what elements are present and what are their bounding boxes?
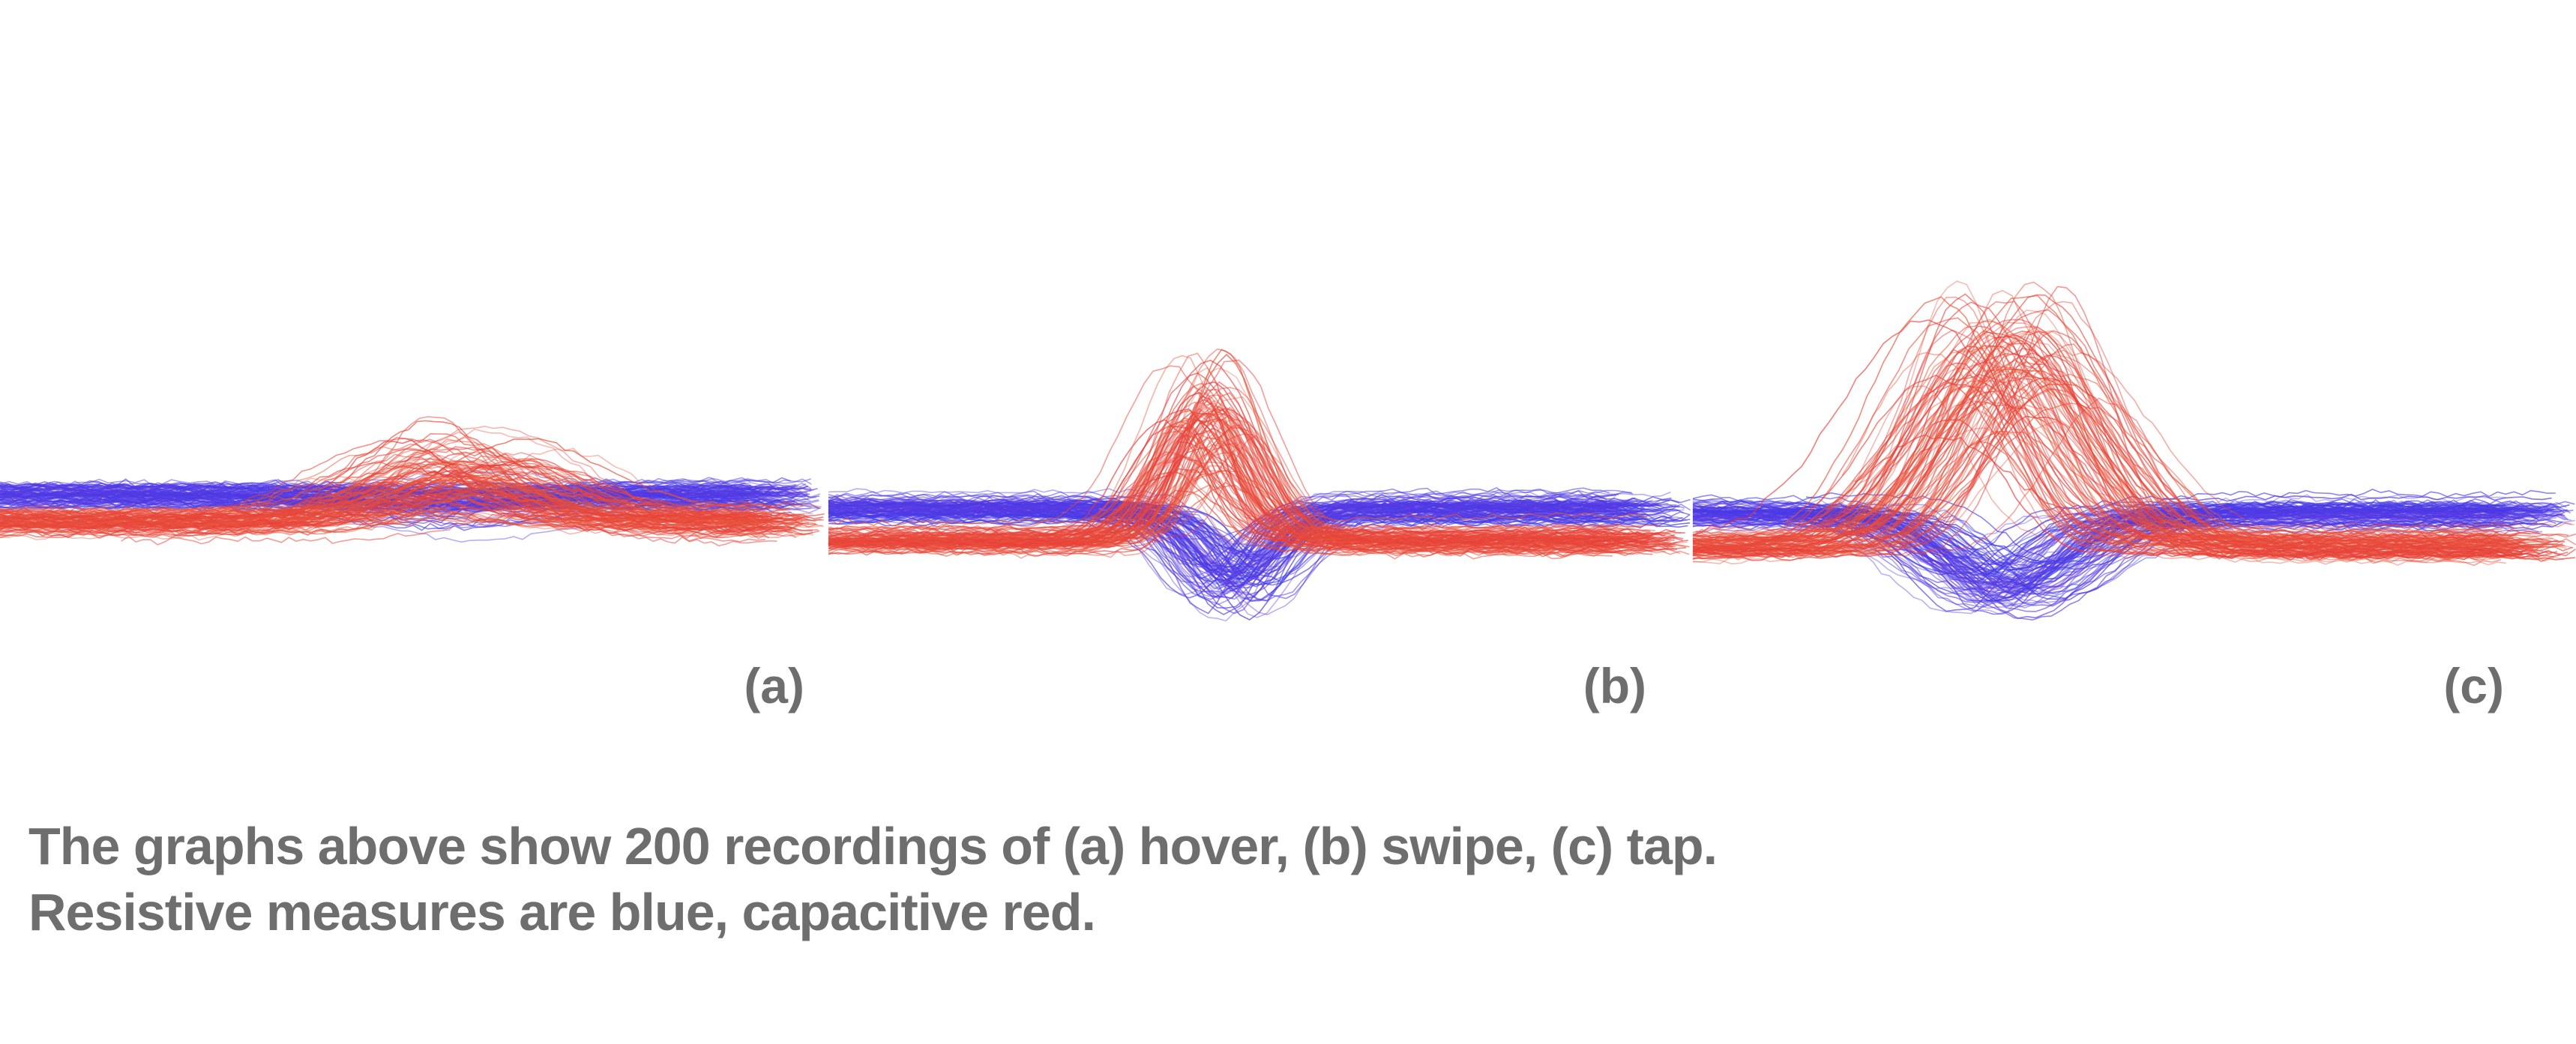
capacitive-trace xyxy=(870,405,1675,540)
capacitive-trace xyxy=(1692,325,2497,543)
capacitive-trace xyxy=(1692,326,2576,549)
capacitive-trace xyxy=(24,458,771,533)
capacitive-trace xyxy=(867,354,1613,546)
resistive-trace xyxy=(828,509,1619,581)
capacitive-trace xyxy=(1692,383,2521,544)
capacitive-trace xyxy=(1692,330,2519,561)
capacitive-trace xyxy=(828,391,1685,537)
figure-caption: The graphs above show 200 recordings of … xyxy=(28,813,1828,945)
resistive-trace xyxy=(1840,514,2572,615)
capacitive-trace xyxy=(121,510,777,547)
capacitive-trace xyxy=(1784,296,2527,543)
capacitive-trace xyxy=(12,431,816,525)
capacitive-trace xyxy=(858,409,1607,541)
capacitive-trace xyxy=(0,453,808,524)
capacitive-trace xyxy=(0,428,791,533)
capacitive-trace xyxy=(1692,375,2503,538)
capacitive-trace xyxy=(1692,420,2553,561)
capacitive-trace xyxy=(1692,374,2569,556)
resistive-trace xyxy=(846,507,1685,606)
capacitive-trace xyxy=(828,440,1653,538)
resistive-trace xyxy=(828,498,1659,588)
capacitive-trace xyxy=(828,420,1642,533)
capacitive-trace xyxy=(103,467,801,518)
resistive-trace xyxy=(1692,494,2517,576)
resistive-trace xyxy=(1854,505,2523,567)
resistive-trace xyxy=(828,516,1610,563)
resistive-trace xyxy=(1692,520,2552,585)
panel-hover: (a) xyxy=(0,416,825,713)
capacitive-trace xyxy=(912,489,1652,555)
capacitive-trace xyxy=(0,450,791,515)
resistive-trace xyxy=(828,501,1609,579)
capacitive-trace xyxy=(0,470,773,529)
capacitive-trace xyxy=(1692,286,2494,558)
resistive-trace xyxy=(828,507,1621,600)
panel-swipe: (b) xyxy=(828,348,1691,713)
capacitive-trace xyxy=(1692,402,2547,552)
resistive-trace xyxy=(828,486,1610,573)
capacitive-trace xyxy=(828,459,1664,545)
resistive-trace xyxy=(828,510,1691,568)
capacitive-trace xyxy=(828,359,1688,546)
capacitive-trace xyxy=(828,382,1648,527)
capacitive-trace xyxy=(828,419,1658,541)
capacitive-trace xyxy=(0,492,766,537)
capacitive-trace xyxy=(0,475,823,531)
resistive-trace xyxy=(1692,501,2558,565)
resistive-trace xyxy=(828,497,1625,568)
capacitive-trace xyxy=(1692,430,2544,544)
capacitive-trace xyxy=(0,511,819,534)
capacitive-trace xyxy=(828,435,1648,546)
capacitive-trace xyxy=(1692,349,2488,549)
capacitive-trace xyxy=(828,407,1646,551)
capacitive-trace xyxy=(0,462,765,528)
capacitive-trace xyxy=(1735,294,2511,546)
resistive-trace xyxy=(828,493,1617,576)
capacitive-trace xyxy=(828,465,1666,556)
resistive-trace xyxy=(0,486,763,527)
capacitive-trace xyxy=(986,435,1607,559)
capacitive-trace xyxy=(828,393,1616,540)
panel-label-a: (a) xyxy=(744,658,804,713)
capacitive-trace xyxy=(0,480,756,520)
caption-line-2: Resistive measures are blue, capacitive … xyxy=(28,883,1096,941)
capacitive-trace xyxy=(0,471,766,543)
capacitive-trace xyxy=(0,493,770,539)
capacitive-trace xyxy=(1692,334,2576,557)
capacitive-trace xyxy=(0,483,796,538)
resistive-trace xyxy=(828,495,1672,586)
resistive-trace xyxy=(1692,507,2555,594)
panel-hover-traces xyxy=(0,416,825,547)
capacitive-trace xyxy=(7,458,800,528)
capacitive-trace xyxy=(1692,345,2488,537)
capacitive-trace xyxy=(828,348,1607,548)
capacitive-trace xyxy=(989,359,1649,546)
panel-swipe-traces xyxy=(828,348,1691,622)
capacitive-trace xyxy=(828,409,1669,546)
capacitive-trace xyxy=(1692,334,2545,559)
capacitive-trace xyxy=(1692,377,2518,534)
capacitive-trace xyxy=(900,406,1661,536)
resistive-trace xyxy=(1692,515,2516,588)
panel-tap-traces xyxy=(1692,280,2576,621)
panel-tap: (c) xyxy=(1692,280,2576,713)
resistive-trace xyxy=(828,508,1643,599)
panel-label-b: (b) xyxy=(1583,658,1646,713)
capacitive-trace xyxy=(828,453,1616,542)
panel-label-c: (c) xyxy=(2443,658,2504,713)
caption-line-1: The graphs above show 200 recordings of … xyxy=(28,817,1718,875)
resistive-trace xyxy=(828,501,1616,596)
capacitive-trace xyxy=(0,482,814,541)
capacitive-trace xyxy=(828,413,1672,549)
capacitive-trace xyxy=(0,432,760,521)
